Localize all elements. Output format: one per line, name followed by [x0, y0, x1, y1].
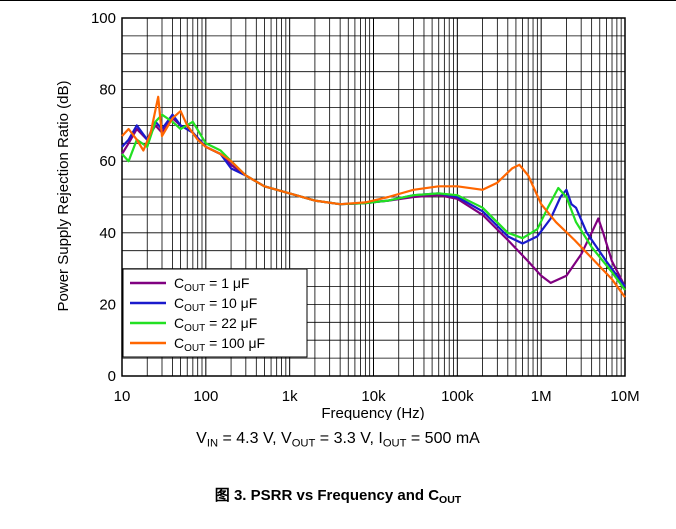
y-tick-label: 20	[99, 296, 116, 313]
plot-border	[121, 17, 626, 377]
legend-label: COUT = 10 μF	[174, 295, 257, 314]
chart-axes: 10 100 1k 10k 100k 1M 10M 0 20 40 60 80 100	[91, 10, 640, 405]
series-layer	[121, 95, 626, 298]
top-rule	[0, 0, 676, 1]
x-tick-label: 10k	[361, 388, 386, 405]
x-tick-label: 100k	[441, 388, 474, 405]
x-tick-label: 10	[114, 388, 131, 405]
y-tick-label: 60	[99, 153, 116, 170]
psrr-chart: 10 100 1k 10k 100k 1M 10M 0 20 40 60 80 100 COUT = 1…	[55, 10, 640, 420]
x-tick-label: 100	[193, 388, 218, 405]
x-tick-label: 1M	[531, 388, 552, 405]
figure-caption: 图 3. PSRR vs Frequency and COUT	[214, 487, 462, 507]
y-axis-label: Power Supply Rejection Ratio (dB)	[55, 81, 72, 312]
y-tick-label: 0	[108, 368, 116, 385]
legend-label: COUT = 100 μF	[174, 335, 265, 354]
x-tick-label: 1k	[282, 388, 298, 405]
y-tick-label: 80	[99, 82, 116, 99]
series-line-4	[121, 95, 626, 298]
x-axis-label: Frequency (Hz)	[321, 405, 424, 420]
x-tick-label: 10M	[610, 388, 639, 405]
test-conditions: VIN = 4.3 V, VOUT = 3.3 V, IOUT = 500 mA	[196, 430, 480, 450]
legend-label: COUT = 22 μF	[174, 315, 257, 334]
y-tick-label: 40	[99, 225, 116, 242]
y-tick-label: 100	[91, 10, 116, 27]
legend-label: COUT = 1 μF	[174, 275, 249, 294]
